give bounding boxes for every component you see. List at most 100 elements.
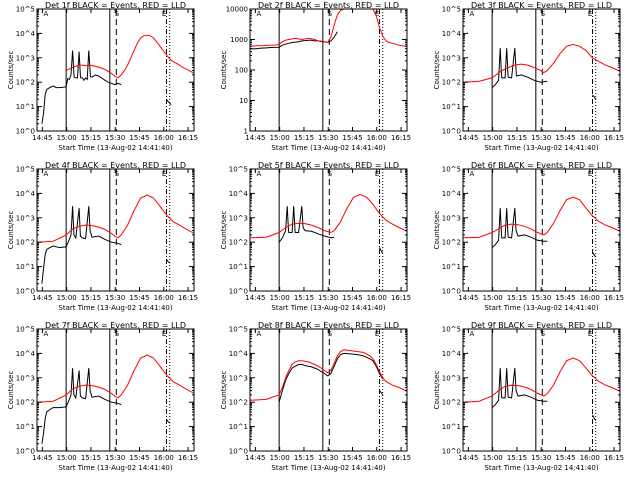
x-tick-label: 14:45 — [458, 454, 478, 462]
x-tick-label: 15:00 — [57, 454, 77, 462]
x-tick-label: 15:30 — [318, 134, 338, 142]
x-tick-label: 15:30 — [105, 294, 125, 302]
y-tick-label: 10^1 — [229, 263, 248, 271]
y-tick-label: 10^5 — [229, 166, 248, 174]
y-tick-label: 10^0 — [442, 448, 461, 456]
y-tick-label: 10^5 — [16, 166, 35, 174]
marker-a: A — [44, 330, 49, 338]
panel-title: Det 8f BLACK = Events, RED = LLD — [258, 321, 399, 330]
marker-e: E — [162, 330, 166, 338]
y-tick-label: 10^1 — [16, 263, 35, 271]
marker-a: A — [257, 10, 262, 18]
panel-title: Det 4f BLACK = Events, RED = LLD — [45, 161, 186, 170]
x-tick-label: 15:30 — [105, 454, 125, 462]
series-line-events — [379, 390, 384, 396]
y-tick-label: 10^4 — [442, 190, 462, 198]
x-tick-label: 15:30 — [531, 454, 551, 462]
series-line-events — [379, 247, 384, 254]
x-tick-label: 15:00 — [57, 134, 77, 142]
marker-s: S — [541, 170, 546, 178]
marker-s: S — [328, 330, 333, 338]
plot-frame — [36, 328, 195, 452]
x-axis-label: Start Time (13-Aug-02 14:41:40) — [484, 144, 598, 152]
x-tick-label: 15:45 — [555, 454, 575, 462]
y-tick-label: 10^5 — [442, 326, 461, 334]
y-axis-label: Counts/sec — [433, 211, 441, 250]
marker-e: E — [162, 170, 166, 178]
y-axis-label: Counts/sec — [7, 211, 15, 250]
marker-a: A — [257, 330, 262, 338]
y-tick-label: 10^1 — [442, 103, 461, 111]
y-tick-label: 10^0 — [442, 288, 461, 296]
x-tick-label: 14:45 — [32, 454, 52, 462]
x-tick-label: 14:45 — [32, 294, 52, 302]
x-tick-label: 15:00 — [270, 134, 290, 142]
x-tick-label: 16:00 — [580, 134, 600, 142]
series-line-events — [592, 251, 597, 258]
y-axis-label: Counts/sec — [220, 51, 228, 90]
y-tick-label: 10^0 — [229, 448, 248, 456]
y-tick-label: 10^5 — [16, 6, 35, 14]
plot-frame — [462, 8, 621, 132]
y-tick-label: 10^4 — [16, 350, 36, 358]
x-tick-label: 15:15 — [81, 454, 101, 462]
y-tick-label: 10^0 — [16, 288, 35, 296]
x-tick-label: 14:45 — [245, 294, 265, 302]
marker-s: S — [541, 330, 546, 338]
y-tick-label: 10^3 — [442, 54, 461, 62]
y-axis-label: Counts/sec — [7, 371, 15, 410]
y-tick-label: 10^4 — [229, 190, 249, 198]
marker-a: A — [470, 10, 475, 18]
y-tick-label: 10^2 — [16, 79, 35, 87]
marker-e: E — [375, 170, 379, 178]
y-tick-label: 10^5 — [16, 326, 35, 334]
marker-s: S — [115, 170, 120, 178]
x-tick-label: 16:00 — [367, 454, 387, 462]
y-tick-label: 10^2 — [442, 79, 461, 87]
x-tick-label: 15:15 — [81, 134, 101, 142]
y-axis-label: Counts/sec — [220, 371, 228, 410]
x-tick-label: 15:30 — [318, 294, 338, 302]
x-tick-label: 16:00 — [154, 454, 174, 462]
y-axis-label: Counts/sec — [220, 211, 228, 250]
y-axis-label: Counts/sec — [433, 371, 441, 410]
y-tick-label: 10^0 — [16, 128, 35, 136]
x-tick-label: 15:15 — [81, 294, 101, 302]
series-line-events — [278, 206, 335, 243]
series-line-lld — [462, 196, 621, 239]
marker-a: A — [470, 170, 475, 178]
x-tick-label: 15:30 — [105, 134, 125, 142]
x-tick-label: 15:00 — [270, 294, 290, 302]
x-tick-label: 16:00 — [367, 294, 387, 302]
x-tick-label: 14:45 — [245, 454, 265, 462]
marker-s: S — [115, 10, 120, 18]
y-tick-label: 10^3 — [229, 214, 248, 222]
marker-e: E — [375, 330, 379, 338]
x-tick-label: 15:15 — [507, 454, 527, 462]
x-tick-label: 15:45 — [129, 454, 149, 462]
plot-frame — [462, 328, 621, 452]
y-tick-label: 10^3 — [16, 374, 35, 382]
y-tick-label: 10000 — [226, 6, 248, 14]
marker-a: A — [44, 170, 49, 178]
x-tick-label: 15:45 — [129, 134, 149, 142]
x-tick-label: 15:45 — [555, 134, 575, 142]
plot-frame — [249, 8, 408, 132]
y-tick-label: 10^2 — [442, 239, 461, 247]
x-tick-label: 15:15 — [507, 294, 527, 302]
panel-title: Det 7f BLACK = Events, RED = LLD — [45, 321, 186, 330]
x-axis-label: Start Time (13-Aug-02 14:41:40) — [58, 144, 172, 152]
x-axis-label: Start Time (13-Aug-02 14:41:40) — [58, 304, 172, 312]
x-axis-label: Start Time (13-Aug-02 14:41:40) — [271, 144, 385, 152]
x-tick-label: 15:30 — [318, 454, 338, 462]
y-tick-label: 10 — [239, 97, 248, 105]
y-tick-label: 10^1 — [229, 423, 248, 431]
y-tick-label: 10^2 — [229, 399, 248, 407]
y-tick-label: 10^3 — [442, 214, 461, 222]
x-tick-label: 15:30 — [531, 294, 551, 302]
